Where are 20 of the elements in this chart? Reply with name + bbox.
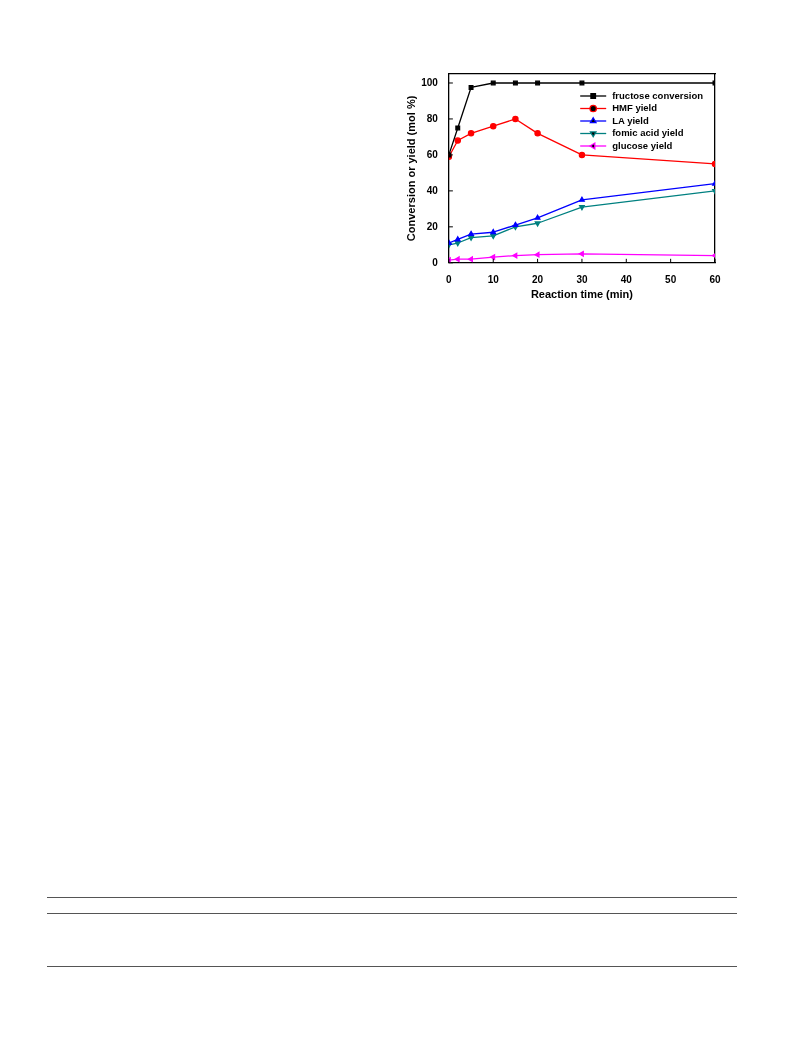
y-tick-label: 0 bbox=[432, 256, 439, 268]
y-tick-label: 80 bbox=[426, 112, 439, 124]
legend-label: HMF yield bbox=[612, 102, 658, 114]
legend-label: fomic acid yield bbox=[612, 127, 684, 139]
x-axis-title: Reaction time (min) bbox=[530, 288, 634, 301]
x-tick-label: 30 bbox=[576, 273, 588, 285]
y-tick-label: 40 bbox=[426, 184, 439, 196]
x-tick-label: 0 bbox=[446, 273, 453, 285]
legend-label: LA yield bbox=[612, 114, 649, 126]
y-axis-title: Conversion or yield (mol %) bbox=[404, 95, 417, 242]
x-tick-label: 40 bbox=[620, 273, 633, 285]
x-tick-label: 50 bbox=[665, 273, 677, 285]
legend-label: fructose conversion bbox=[612, 89, 704, 101]
x-tick-label: 20 bbox=[532, 273, 544, 285]
y-tick-label: 60 bbox=[426, 148, 439, 160]
x-tick-label: 60 bbox=[709, 273, 721, 285]
y-tick-label: 20 bbox=[426, 220, 439, 232]
legend-label: glucose yield bbox=[612, 139, 673, 151]
x-tick-label: 10 bbox=[487, 273, 500, 285]
y-tick-label: 100 bbox=[421, 76, 439, 88]
